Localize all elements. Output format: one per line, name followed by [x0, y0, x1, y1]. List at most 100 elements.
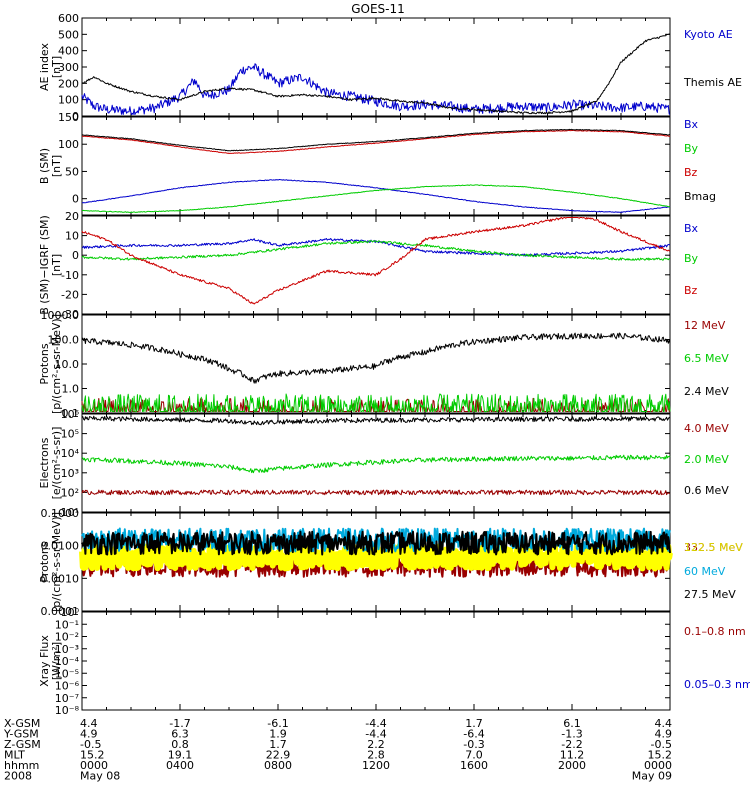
ephemeris-value: -6.4 — [463, 728, 484, 741]
ephemeris-value: 0800 — [264, 759, 292, 772]
ephemeris-value: 4.4 — [655, 717, 673, 730]
legend-label: Bz — [684, 284, 698, 297]
legend-label: 122.5 MeV — [684, 541, 743, 554]
panel-frame-7 — [81, 611, 671, 711]
ephemeris-value: 1.9 — [269, 728, 287, 741]
y-axis-label: B (SM)−IGRF (SM) — [38, 215, 51, 315]
y-tick-label: -10 — [61, 269, 79, 282]
ephemeris-value: -6.1 — [267, 717, 288, 730]
y-tick-label: 10⁻¹ — [55, 618, 79, 631]
y-tick-label: 20 — [65, 210, 79, 223]
ephemeris-value: 0400 — [166, 759, 194, 772]
y-tick-label: 1.0 — [62, 383, 80, 396]
ephemeris-value: 1200 — [362, 759, 390, 772]
y-tick-label: 400 — [58, 45, 79, 58]
ephemeris-value: 1.7 — [269, 738, 287, 751]
series-line-by — [81, 240, 670, 261]
ephemeris-row-label: MLT — [4, 749, 25, 762]
legend-label: 27.5 MeV — [684, 588, 736, 601]
y-tick-label: 0.0010 — [41, 572, 80, 585]
ephemeris-row-label: X-GSM — [4, 717, 40, 730]
y-tick-label: 0.0100 — [41, 540, 80, 553]
ephemeris-value: 6.1 — [563, 717, 581, 730]
y-axis-label: B (SM) — [38, 148, 51, 184]
ephemeris-value: 4.9 — [80, 728, 98, 741]
y-axis-label: [p/(cm²-s-sr-MeV)] — [50, 314, 63, 414]
series-line-themis-ae — [81, 33, 671, 115]
ephemeris-value: 2000 — [558, 759, 586, 772]
ephemeris-value: 0000 — [644, 759, 672, 772]
legend-label: 4.0 MeV — [684, 422, 729, 435]
legend-label: Bx — [684, 222, 699, 235]
ephemeris-value: 11.2 — [560, 749, 585, 762]
legend-label: Bx — [684, 118, 699, 131]
y-tick-label: 10³ — [61, 467, 79, 480]
y-axis-label: [W/m²] — [50, 642, 63, 680]
y-axis-label: Xray Flux — [38, 635, 51, 687]
y-axis-label: [nT] — [50, 254, 63, 276]
y-tick-label: 0.1 — [62, 407, 80, 420]
series-line-bz — [81, 217, 671, 305]
y-tick-label: 0 — [72, 249, 79, 262]
y-tick-label: 100 — [58, 94, 79, 107]
y-axis-label: [nT] — [50, 56, 63, 78]
y-tick-label: 10⁻³ — [55, 643, 79, 656]
series-line-bx — [81, 179, 671, 213]
y-tick-label: 0.1000 — [41, 507, 80, 520]
y-tick-label: 10 — [65, 230, 79, 243]
y-axis-label: AE index — [38, 42, 51, 91]
series-line-bx — [81, 238, 671, 257]
legend-label: 12 MeV — [684, 319, 726, 332]
legend-label: Themis AE — [683, 76, 742, 89]
ephemeris-row-label: hhmm — [4, 759, 39, 772]
y-tick-label: 0.0001 — [41, 605, 80, 618]
y-tick-label: 10⁻² — [55, 631, 79, 644]
ephemeris-value: 1.7 — [465, 717, 483, 730]
ephemeris-value: 0.8 — [171, 738, 189, 751]
legend-label: 0.05–0.3 nm — [684, 678, 750, 691]
ephemeris-row-label: Y-GSM — [3, 728, 39, 741]
y-tick-label: 10.0 — [55, 358, 80, 371]
y-axis-label: Protons — [38, 343, 51, 384]
ephemeris-value: -1.3 — [561, 728, 582, 741]
ephemeris-value: 15.2 — [80, 749, 105, 762]
ephemeris-value: 0000 — [80, 759, 108, 772]
ephemeris-value: -0.3 — [463, 738, 484, 751]
panel-frame-2 — [81, 116, 671, 216]
series-line-2-0-mev — [81, 454, 671, 474]
ephemeris-value: May 09 — [632, 770, 672, 783]
ephemeris-value: 2.8 — [367, 749, 385, 762]
legend-label: Bz — [684, 166, 698, 179]
y-axis-label: Protons — [38, 541, 51, 582]
y-axis-label: [p/(cm²-s-sr-MeV)] — [50, 512, 63, 612]
ephemeris-value: May 08 — [80, 770, 120, 783]
y-tick-label: -20 — [61, 288, 79, 301]
y-tick-label: 150 — [58, 111, 79, 124]
ephemeris-value: -1.7 — [169, 717, 190, 730]
series-line-122-5-mev — [79, 542, 673, 572]
y-tick-label: 10⁻⁵ — [55, 667, 79, 680]
ephemeris-value: 6.3 — [171, 728, 189, 741]
legend-label: 60 MeV — [684, 565, 726, 578]
y-tick-label: 1000.0 — [41, 309, 80, 322]
panel-frame-3 — [81, 215, 671, 315]
y-tick-label: -30 — [61, 308, 79, 321]
y-axis-label: [e/(cm²-s-sr)] — [50, 427, 63, 500]
ephemeris-value: -4.4 — [365, 717, 386, 730]
y-tick-label: 10⁰ — [61, 606, 80, 619]
y-tick-label: 10⁻⁴ — [55, 655, 80, 668]
legend-label: 0.6 MeV — [684, 484, 729, 497]
ephemeris-value: -2.2 — [561, 738, 582, 751]
legend-label: 6.5 MeV — [684, 352, 729, 365]
series-line-6-5-mev — [81, 393, 671, 412]
y-tick-label: 600 — [58, 12, 79, 25]
series-line-by — [81, 184, 671, 213]
legend-label: 2.4 MeV — [684, 385, 729, 398]
series-line-bmag — [81, 128, 671, 152]
series-line-2-4-mev — [81, 332, 671, 384]
series-line-0-6-mev — [81, 415, 671, 426]
ephemeris-value: 22.9 — [266, 749, 291, 762]
y-tick-label: 500 — [58, 28, 79, 41]
